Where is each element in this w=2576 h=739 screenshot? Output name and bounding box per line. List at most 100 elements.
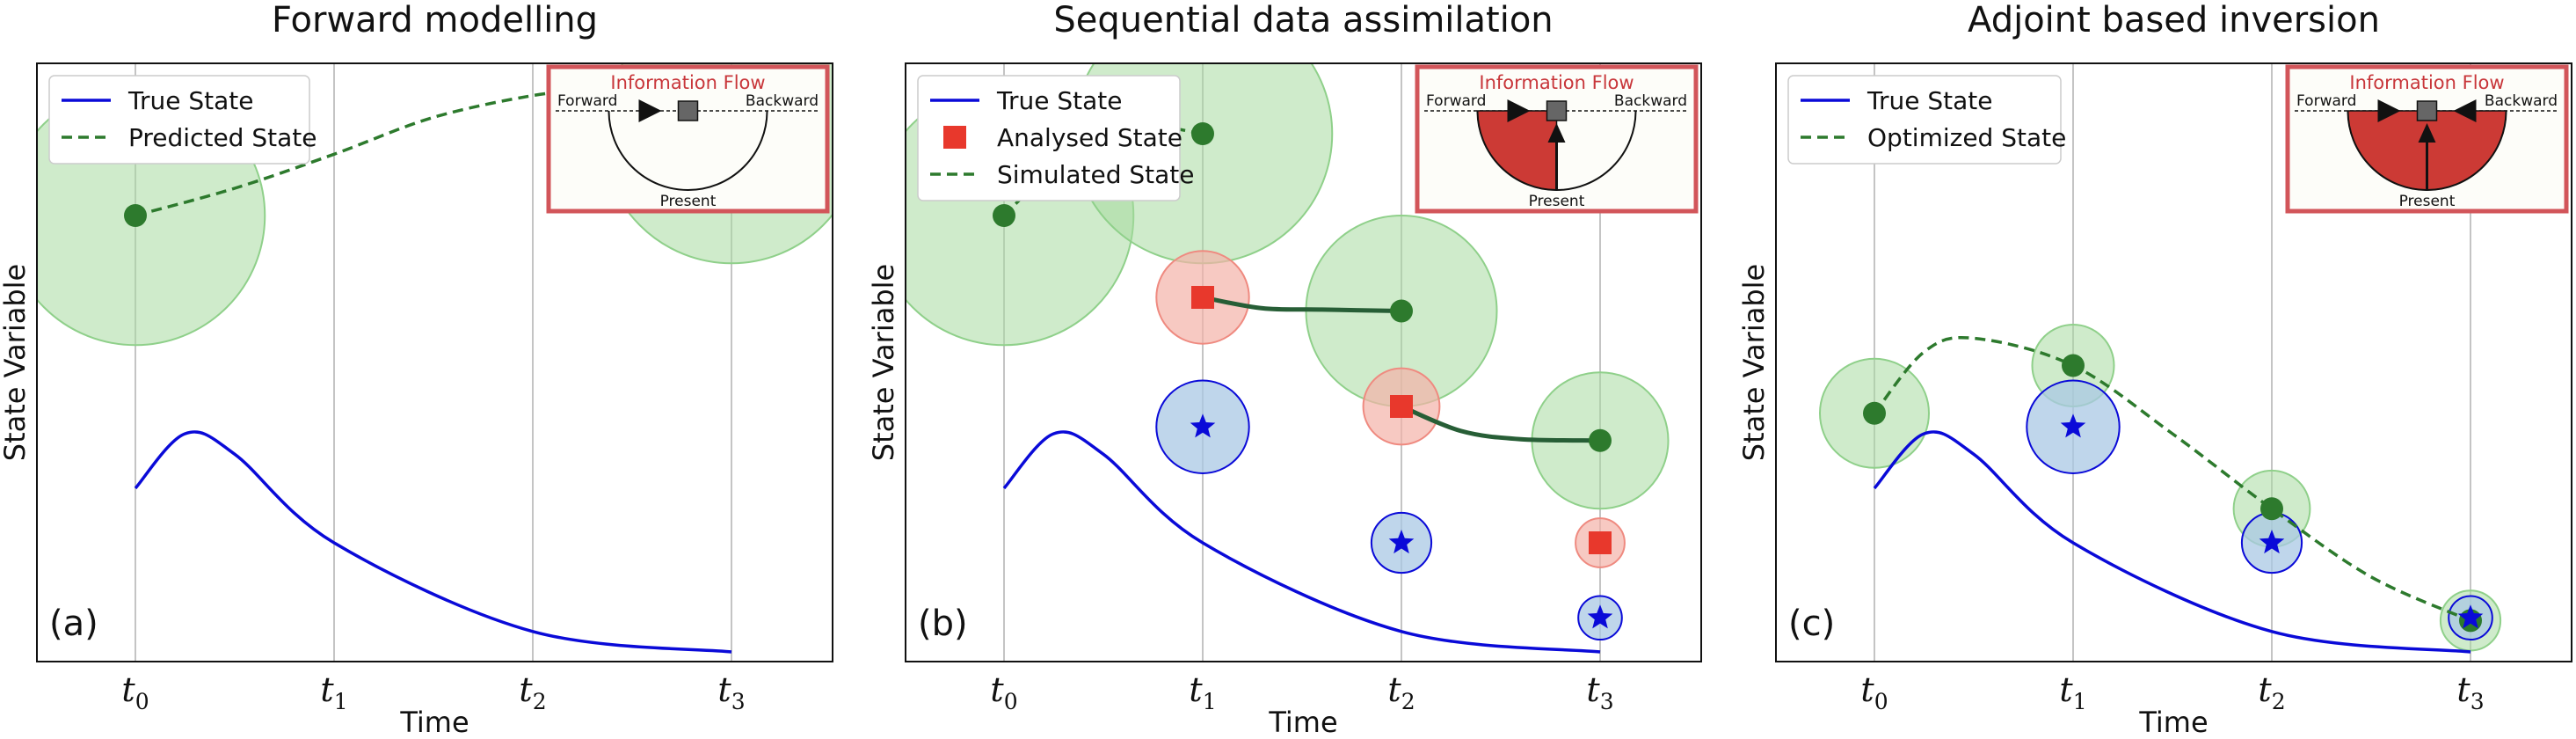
tick-base: t xyxy=(2059,670,2073,709)
tick-subscript: 1 xyxy=(334,689,348,714)
tick-base: t xyxy=(717,670,731,709)
x-axis-label: Time xyxy=(1268,706,1337,739)
legend-label: True State xyxy=(127,86,254,115)
tick-subscript: 3 xyxy=(1600,689,1614,714)
tick-subscript: 3 xyxy=(731,689,746,714)
simulated-state-point xyxy=(2260,497,2283,521)
inset-title: Information Flow xyxy=(2349,72,2504,93)
x-tick-label: t1 xyxy=(1189,670,1216,714)
simulated-state-point xyxy=(993,204,1015,227)
backward-arrow-icon xyxy=(2453,99,2477,122)
forward-arrow-icon xyxy=(2377,99,2401,122)
tick-subscript: 1 xyxy=(2073,689,2087,714)
tick-base: t xyxy=(2456,670,2470,709)
tick-subscript: 0 xyxy=(1004,689,1018,714)
tick-subscript: 2 xyxy=(2272,689,2286,714)
tick-base: t xyxy=(2258,670,2272,709)
x-tick-label: t0 xyxy=(1860,670,1888,714)
tick-base: t xyxy=(990,670,1004,709)
legend-label: Analysed State xyxy=(997,123,1182,152)
present-arrow-icon xyxy=(1547,123,1566,143)
forecast-segment xyxy=(1401,404,1601,443)
true-state-star xyxy=(2060,413,2086,438)
panel-tag: (b) xyxy=(918,604,968,644)
inset-arc xyxy=(608,110,768,191)
tick-base: t xyxy=(320,670,334,709)
simulated-state-curve xyxy=(1873,336,2471,623)
x-tick-label: t3 xyxy=(2456,670,2484,714)
y-axis-label: State Variable xyxy=(867,264,900,461)
true-state-star xyxy=(1388,530,1415,554)
inset-label-present: Present xyxy=(660,193,717,210)
legend-label: Simulated State xyxy=(997,160,1195,189)
x-tick-label: t3 xyxy=(1586,670,1613,714)
simulated-state-point xyxy=(1390,299,1413,323)
analysed-state-marker xyxy=(1390,395,1413,418)
true-state-star xyxy=(2259,530,2285,554)
tick-subscript: 0 xyxy=(1874,689,1888,714)
tick-base: t xyxy=(1387,670,1401,709)
axes-frame xyxy=(905,62,1702,662)
inset-label-backward: Backward xyxy=(2485,92,2558,110)
x-axis-label: Time xyxy=(399,706,469,739)
legend: True State Optimized State xyxy=(1787,75,2066,165)
x-tick-label: t0 xyxy=(121,670,149,714)
y-axis-label: State Variable xyxy=(0,264,32,461)
axes-frame xyxy=(1775,62,2572,662)
x-tick-label: t0 xyxy=(990,670,1017,714)
analysed-state-marker xyxy=(1589,531,1612,554)
tick-base: t xyxy=(1586,670,1600,709)
simulated-state-curve xyxy=(135,91,732,217)
simulated-state-point xyxy=(2062,354,2085,377)
tick-base: t xyxy=(519,670,533,709)
true-state-star xyxy=(1587,604,1613,629)
plot-area xyxy=(1819,324,2502,654)
forward-arrow-icon xyxy=(638,99,662,122)
x-tick-label: t1 xyxy=(320,670,347,714)
x-tick-label: t2 xyxy=(1387,670,1415,714)
legend-box xyxy=(1787,75,2062,165)
true-state-curve xyxy=(134,430,732,654)
inset-state-box-icon xyxy=(2416,100,2438,121)
tick-subscript: 1 xyxy=(1203,689,1217,714)
simulated-state-point xyxy=(1191,122,1214,145)
inset-state-box-icon xyxy=(1546,100,1568,121)
legend-label: True State xyxy=(1867,86,1993,115)
x-tick-label: t3 xyxy=(717,670,745,714)
tick-base: t xyxy=(1860,670,1874,709)
true-state-curve xyxy=(1002,430,1601,654)
forward-arrow-icon xyxy=(1507,99,1531,122)
tick-subscript: 0 xyxy=(135,689,149,714)
true-state-star xyxy=(1190,413,1216,438)
tick-base: t xyxy=(121,670,135,709)
tick-subscript: 3 xyxy=(2470,689,2485,714)
legend-label: Optimized State xyxy=(1867,123,2066,152)
inset-label-present: Present xyxy=(1529,193,1585,210)
legend-label: Predicted State xyxy=(128,123,317,152)
true-state-star xyxy=(2457,604,2484,629)
panel-title: Sequential data assimilation xyxy=(1053,0,1553,40)
axes-frame xyxy=(36,62,833,662)
x-tick-label: t1 xyxy=(2059,670,2086,714)
simulated-state-point xyxy=(124,204,147,227)
panel-title: Adjoint based inversion xyxy=(1968,0,2380,40)
legend: True State Analysed State Simulated State xyxy=(917,75,1195,201)
legend-label: True State xyxy=(996,86,1123,115)
legend-box xyxy=(48,75,310,165)
inset-label-present: Present xyxy=(2399,193,2456,210)
legend-swatch-analysed xyxy=(943,126,966,149)
present-arrow-icon xyxy=(2418,123,2436,143)
inset-title: Information Flow xyxy=(1479,72,1634,93)
inset-label-forward: Forward xyxy=(557,92,617,110)
y-axis-label: State Variable xyxy=(1737,264,1771,461)
forecast-segment xyxy=(1202,295,1402,313)
x-axis-label: Time xyxy=(2138,706,2208,739)
simulated-state-point xyxy=(1589,428,1612,452)
tick-subscript: 2 xyxy=(1401,689,1415,714)
inset-label-backward: Backward xyxy=(1614,92,1687,110)
